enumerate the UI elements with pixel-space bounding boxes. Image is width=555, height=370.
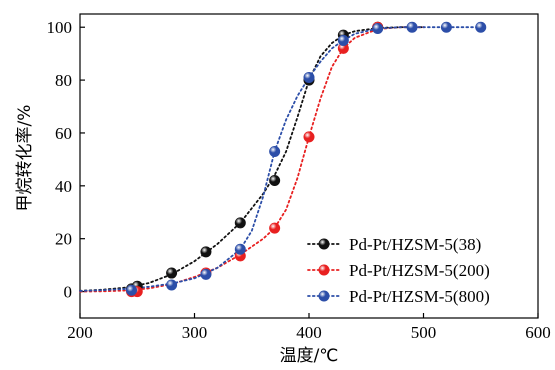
fit-curve-pd-pt-hzsm-5-38 <box>79 26 425 292</box>
x-tick-label: 600 <box>525 323 551 342</box>
data-point <box>440 21 452 33</box>
data-point <box>234 217 246 229</box>
legend-label: Pd-Pt/HZSM-5(800) <box>349 287 490 306</box>
y-tick-label: 40 <box>55 177 72 196</box>
data-point <box>303 71 315 83</box>
data-point <box>406 21 418 33</box>
y-tick-label: 60 <box>55 124 72 143</box>
x-tick-label: 400 <box>296 323 322 342</box>
data-point <box>475 21 487 33</box>
y-tick-label: 100 <box>47 18 73 37</box>
x-tick-label: 200 <box>67 323 93 342</box>
data-point <box>200 246 212 258</box>
data-point <box>166 279 178 291</box>
fit-curve-pd-pt-hzsm-5-800 <box>79 26 482 292</box>
data-point <box>166 267 178 279</box>
fit-curves <box>79 26 482 293</box>
axes <box>79 13 539 319</box>
data-point <box>126 284 138 296</box>
data-point <box>337 34 349 46</box>
data-point <box>200 268 212 280</box>
data-point <box>303 131 315 143</box>
y-axis-title: 甲烷转化率/% <box>15 105 35 212</box>
y-tick-label: 20 <box>55 230 72 249</box>
fit-curve-pd-pt-hzsm-5-200 <box>79 26 425 293</box>
y-tick-label: 80 <box>55 71 72 90</box>
data-points <box>126 21 487 298</box>
legend-label: Pd-Pt/HZSM-5(200) <box>349 261 490 280</box>
data-point <box>269 175 281 187</box>
legend-marker <box>318 264 330 276</box>
x-axis-title: 温度/℃ <box>280 346 339 366</box>
data-point <box>269 145 281 157</box>
data-point <box>234 243 246 255</box>
legend-marker <box>318 238 330 250</box>
legend-marker <box>318 290 330 302</box>
data-point <box>372 23 384 35</box>
legend: Pd-Pt/HZSM-5(38) Pd-Pt/HZSM-5(200) Pd-Pt/H… <box>307 235 490 306</box>
x-tick-label: 300 <box>182 323 208 342</box>
y-tick-label: 0 <box>64 283 73 302</box>
x-tick-label: 500 <box>411 323 437 342</box>
data-point <box>269 222 281 234</box>
tick-labels: 200 300 400 500 600 0 20 40 60 80 100 <box>47 18 551 342</box>
legend-label: Pd-Pt/HZSM-5(38) <box>349 235 481 254</box>
